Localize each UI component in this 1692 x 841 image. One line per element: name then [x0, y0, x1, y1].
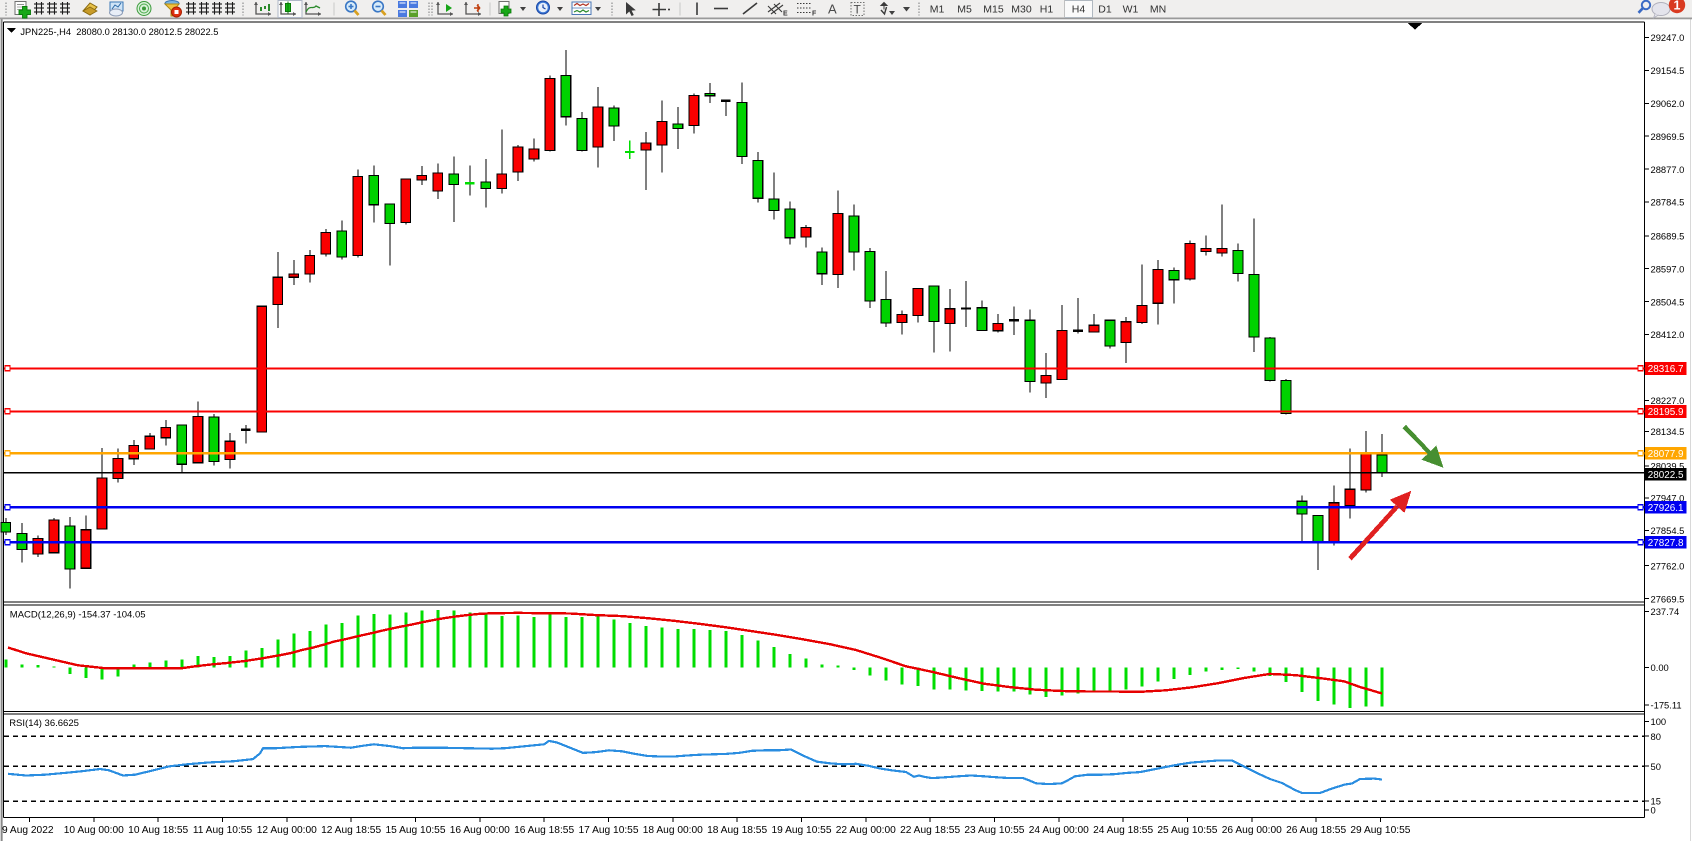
svg-text:18 Aug 18:55: 18 Aug 18:55 — [707, 825, 767, 836]
svg-text:E: E — [783, 11, 788, 18]
svg-text:12 Aug 00:00: 12 Aug 00:00 — [257, 825, 317, 836]
svg-text:28227.0: 28227.0 — [1651, 395, 1685, 406]
svg-text:0: 0 — [1651, 805, 1656, 816]
svg-text:T: T — [854, 3, 862, 17]
svg-text:24 Aug 00:00: 24 Aug 00:00 — [1029, 825, 1089, 836]
svg-text:27854.5: 27854.5 — [1651, 525, 1685, 536]
svg-text:24 Aug 18:55: 24 Aug 18:55 — [1093, 825, 1153, 836]
svg-text:28316.7: 28316.7 — [1648, 364, 1684, 375]
svg-text:MACD(12,26,9) -154.37 -104.05: MACD(12,26,9) -154.37 -104.05 — [10, 610, 146, 621]
svg-text:MN: MN — [1150, 4, 1166, 16]
svg-text:27762.0: 27762.0 — [1651, 560, 1685, 571]
svg-text:26 Aug 00:00: 26 Aug 00:00 — [1222, 825, 1282, 836]
svg-text:22 Aug 18:55: 22 Aug 18:55 — [900, 825, 960, 836]
svg-text:27669.5: 27669.5 — [1651, 593, 1685, 604]
svg-text:28412.0: 28412.0 — [1651, 329, 1685, 340]
svg-text:16 Aug 00:00: 16 Aug 00:00 — [450, 825, 510, 836]
svg-text:M5: M5 — [957, 4, 972, 16]
svg-text:22 Aug 00:00: 22 Aug 00:00 — [836, 825, 896, 836]
svg-text:28689.5: 28689.5 — [1651, 231, 1685, 242]
svg-text:11 Aug 10:55: 11 Aug 10:55 — [193, 825, 253, 836]
svg-text:12 Aug 18:55: 12 Aug 18:55 — [321, 825, 381, 836]
svg-text:29062.0: 29062.0 — [1651, 98, 1685, 109]
svg-text:16 Aug 18:55: 16 Aug 18:55 — [514, 825, 574, 836]
svg-text:25 Aug 10:55: 25 Aug 10:55 — [1157, 825, 1217, 836]
svg-text:28877.0: 28877.0 — [1651, 164, 1685, 175]
svg-text:15 Aug 10:55: 15 Aug 10:55 — [385, 825, 445, 836]
svg-text:D1: D1 — [1098, 4, 1112, 16]
svg-text:H1: H1 — [1040, 4, 1054, 16]
svg-text:10 Aug 00:00: 10 Aug 00:00 — [64, 825, 124, 836]
svg-text:0.00: 0.00 — [1651, 662, 1669, 673]
svg-text:28039.5: 28039.5 — [1651, 461, 1685, 472]
svg-text:27926.1: 27926.1 — [1648, 503, 1684, 514]
svg-text:15: 15 — [1651, 796, 1661, 807]
svg-text:28195.9: 28195.9 — [1648, 407, 1684, 418]
svg-text:26 Aug 18:55: 26 Aug 18:55 — [1286, 825, 1346, 836]
svg-text:M1: M1 — [930, 4, 945, 16]
svg-text:28784.5: 28784.5 — [1651, 197, 1685, 208]
svg-text:237.74: 237.74 — [1651, 606, 1680, 617]
svg-text:10 Aug 18:55: 10 Aug 18:55 — [128, 825, 188, 836]
svg-text:29 Aug 10:55: 29 Aug 10:55 — [1350, 825, 1410, 836]
svg-text:M15: M15 — [983, 4, 1004, 16]
svg-text:JPN225-,H4 28080.0 28130.0 28: JPN225-,H4 28080.0 28130.0 28012.5 28022… — [20, 27, 218, 37]
svg-text:RSI(14) 36.6625: RSI(14) 36.6625 — [9, 718, 79, 729]
svg-text:W1: W1 — [1123, 4, 1139, 16]
svg-text:27947.0: 27947.0 — [1651, 493, 1685, 504]
svg-text:28077.9: 28077.9 — [1648, 449, 1684, 460]
svg-text:50: 50 — [1651, 761, 1661, 772]
svg-text:28134.5: 28134.5 — [1651, 426, 1685, 437]
svg-text:29247.0: 29247.0 — [1651, 32, 1685, 43]
svg-text:100: 100 — [1651, 716, 1667, 727]
svg-text:28504.5: 28504.5 — [1651, 296, 1685, 307]
svg-text:19 Aug 10:55: 19 Aug 10:55 — [771, 825, 831, 836]
svg-text:18 Aug 00:00: 18 Aug 00:00 — [643, 825, 703, 836]
svg-text:9 Aug 2022: 9 Aug 2022 — [2, 825, 54, 836]
svg-text:1: 1 — [1674, 0, 1681, 13]
svg-text:23 Aug 10:55: 23 Aug 10:55 — [964, 825, 1024, 836]
svg-text:F: F — [812, 11, 817, 18]
svg-text:27827.8: 27827.8 — [1648, 538, 1684, 549]
svg-text:A: A — [828, 2, 837, 17]
svg-text:H4: H4 — [1072, 4, 1086, 16]
svg-text:28597.0: 28597.0 — [1651, 263, 1685, 274]
svg-text:29154.5: 29154.5 — [1651, 65, 1685, 76]
svg-text:-175.11: -175.11 — [1651, 700, 1682, 711]
svg-text:28969.5: 28969.5 — [1651, 131, 1685, 142]
svg-text:M30: M30 — [1011, 4, 1032, 16]
svg-text:80: 80 — [1651, 731, 1661, 742]
svg-text:17 Aug 10:55: 17 Aug 10:55 — [578, 825, 638, 836]
svg-text:28022.5: 28022.5 — [1648, 470, 1684, 481]
